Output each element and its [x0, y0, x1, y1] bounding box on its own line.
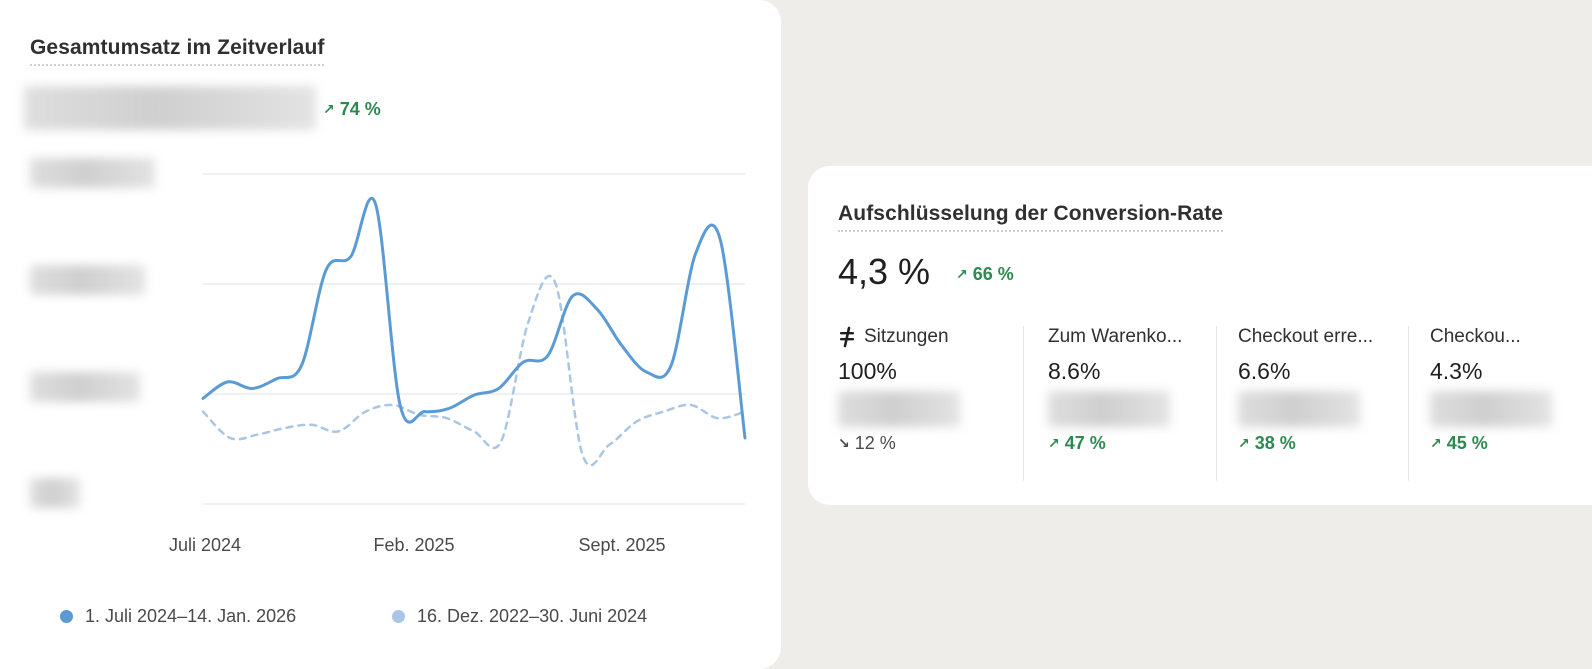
funnel-step-delta-value: 47 % — [1064, 433, 1106, 453]
funnel-step-value: 8.6% — [1048, 358, 1101, 384]
arrow-up-right-icon: ↗ — [323, 101, 335, 117]
funnel-step-label: Zum Warenko... — [1048, 326, 1183, 347]
column-divider — [1023, 326, 1024, 481]
x-axis-tick-label: Sept. 2025 — [578, 535, 666, 555]
series-line-previous-period — [201, 274, 747, 467]
funnel-step-label: Checkout erre... — [1238, 326, 1374, 347]
y-axis-label-redacted — [30, 478, 80, 508]
funnel-step-value: 100% — [838, 358, 897, 384]
series-line-current-period — [201, 196, 747, 440]
arrow-down-right-icon: ↘ — [838, 435, 850, 451]
arrow-up-right-icon: ↗ — [1430, 435, 1442, 451]
funnel-step-count-redacted — [838, 391, 960, 427]
conversion-delta-badge: ↗ 66 % — [956, 264, 1014, 285]
funnel-step-added-to-cart[interactable]: Zum Warenko... 8.6% ↗ 47 % — [1048, 326, 1182, 486]
sales-card-title[interactable]: Gesamtumsatz im Zeitverlauf — [30, 36, 325, 66]
sales-over-time-card: Gesamtumsatz im Zeitverlauf ↗ 74 % Juli … — [0, 0, 781, 669]
funnel-step-value: 6.6% — [1238, 358, 1291, 384]
funnel-step-delta-value: 12 % — [854, 433, 896, 453]
x-axis-tick-label: Juli 2024 — [168, 535, 242, 555]
chart-series — [201, 196, 747, 467]
y-axis-label-redacted — [30, 372, 140, 402]
sales-line-chart[interactable] — [0, 0, 781, 669]
y-axis-label-redacted — [30, 265, 145, 295]
sales-delta-value: 74 % — [339, 99, 381, 119]
arrow-up-right-icon: ↗ — [1048, 435, 1060, 451]
conversion-card-title[interactable]: Aufschlüsselung der Conversion-Rate — [838, 202, 1224, 232]
funnel-step-count-redacted — [1238, 391, 1360, 427]
legend-dot-current — [60, 610, 73, 623]
legend-item-current[interactable]: 1. Juli 2024–14. Jan. 2026 — [60, 606, 296, 627]
funnel-step-delta: ↘ 12 % — [838, 433, 960, 454]
funnel-step-label: Sitzungen — [838, 326, 960, 348]
funnel-step-label-text: Sitzungen — [864, 326, 949, 347]
funnel-step-count-redacted — [1430, 391, 1552, 427]
funnel-step-delta: ↗ 38 % — [1238, 433, 1373, 454]
legend-label-current: 1. Juli 2024–14. Jan. 2026 — [85, 606, 297, 626]
funnel-step-label: Checkou... — [1430, 326, 1521, 347]
x-axis-tick-label: Feb. 2025 — [373, 535, 455, 555]
arrow-up-right-icon: ↗ — [956, 266, 968, 282]
total-sales-value-redacted — [24, 86, 316, 130]
funnel-step-sessions[interactable]: Sitzungen 100% ↘ 12 % — [838, 326, 960, 486]
funnel-step-delta: ↗ 47 % — [1048, 433, 1182, 454]
funnel-step-delta: ↗ 45 % — [1430, 433, 1552, 454]
conversion-breakdown-card: Aufschlüsselung der Conversion-Rate 4,3 … — [808, 166, 1592, 505]
column-divider — [1216, 326, 1217, 481]
conversion-rate-value: 4,3 % — [838, 251, 931, 292]
y-axis-label-redacted — [30, 158, 155, 188]
funnel-step-delta-value: 45 % — [1446, 433, 1488, 453]
column-divider — [1408, 326, 1409, 481]
arrow-up-right-icon: ↗ — [1238, 435, 1250, 451]
funnel-step-value: 4.3% — [1430, 358, 1483, 384]
sessions-icon — [840, 326, 854, 348]
funnel-step-count-redacted — [1048, 391, 1170, 427]
chart-gridlines — [203, 173, 745, 505]
legend-dot-previous — [392, 610, 405, 623]
sales-delta-badge: ↗ 74 % — [323, 99, 381, 120]
conversion-delta-value: 66 % — [972, 264, 1014, 284]
funnel-step-reached-checkout[interactable]: Checkout erre... 6.6% ↗ 38 % — [1238, 326, 1373, 486]
funnel-step-delta-value: 38 % — [1254, 433, 1296, 453]
legend-label-previous: 16. Dez. 2022–30. Juni 2024 — [417, 606, 648, 626]
legend-item-previous[interactable]: 16. Dez. 2022–30. Juni 2024 — [392, 606, 647, 627]
funnel-step-checkout-completed[interactable]: Checkou... 4.3% ↗ 45 % — [1430, 326, 1552, 486]
